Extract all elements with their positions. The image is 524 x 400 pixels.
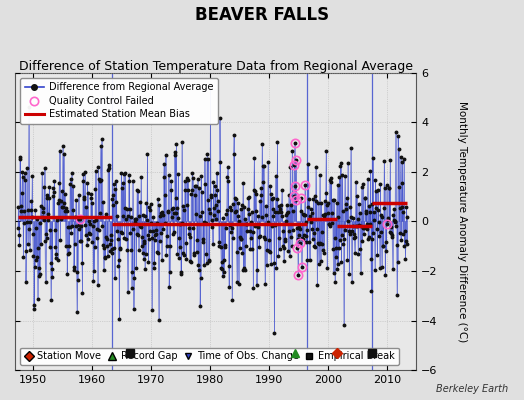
Title: Difference of Station Temperature Data from Regional Average: Difference of Station Temperature Data f…	[19, 60, 412, 73]
Text: BEAVER FALLS: BEAVER FALLS	[195, 6, 329, 24]
Legend: Station Move, Record Gap, Time of Obs. Change, Empirical Break: Station Move, Record Gap, Time of Obs. C…	[20, 348, 399, 365]
Y-axis label: Monthly Temperature Anomaly Difference (°C): Monthly Temperature Anomaly Difference (…	[457, 101, 467, 342]
Text: Berkeley Earth: Berkeley Earth	[436, 384, 508, 394]
